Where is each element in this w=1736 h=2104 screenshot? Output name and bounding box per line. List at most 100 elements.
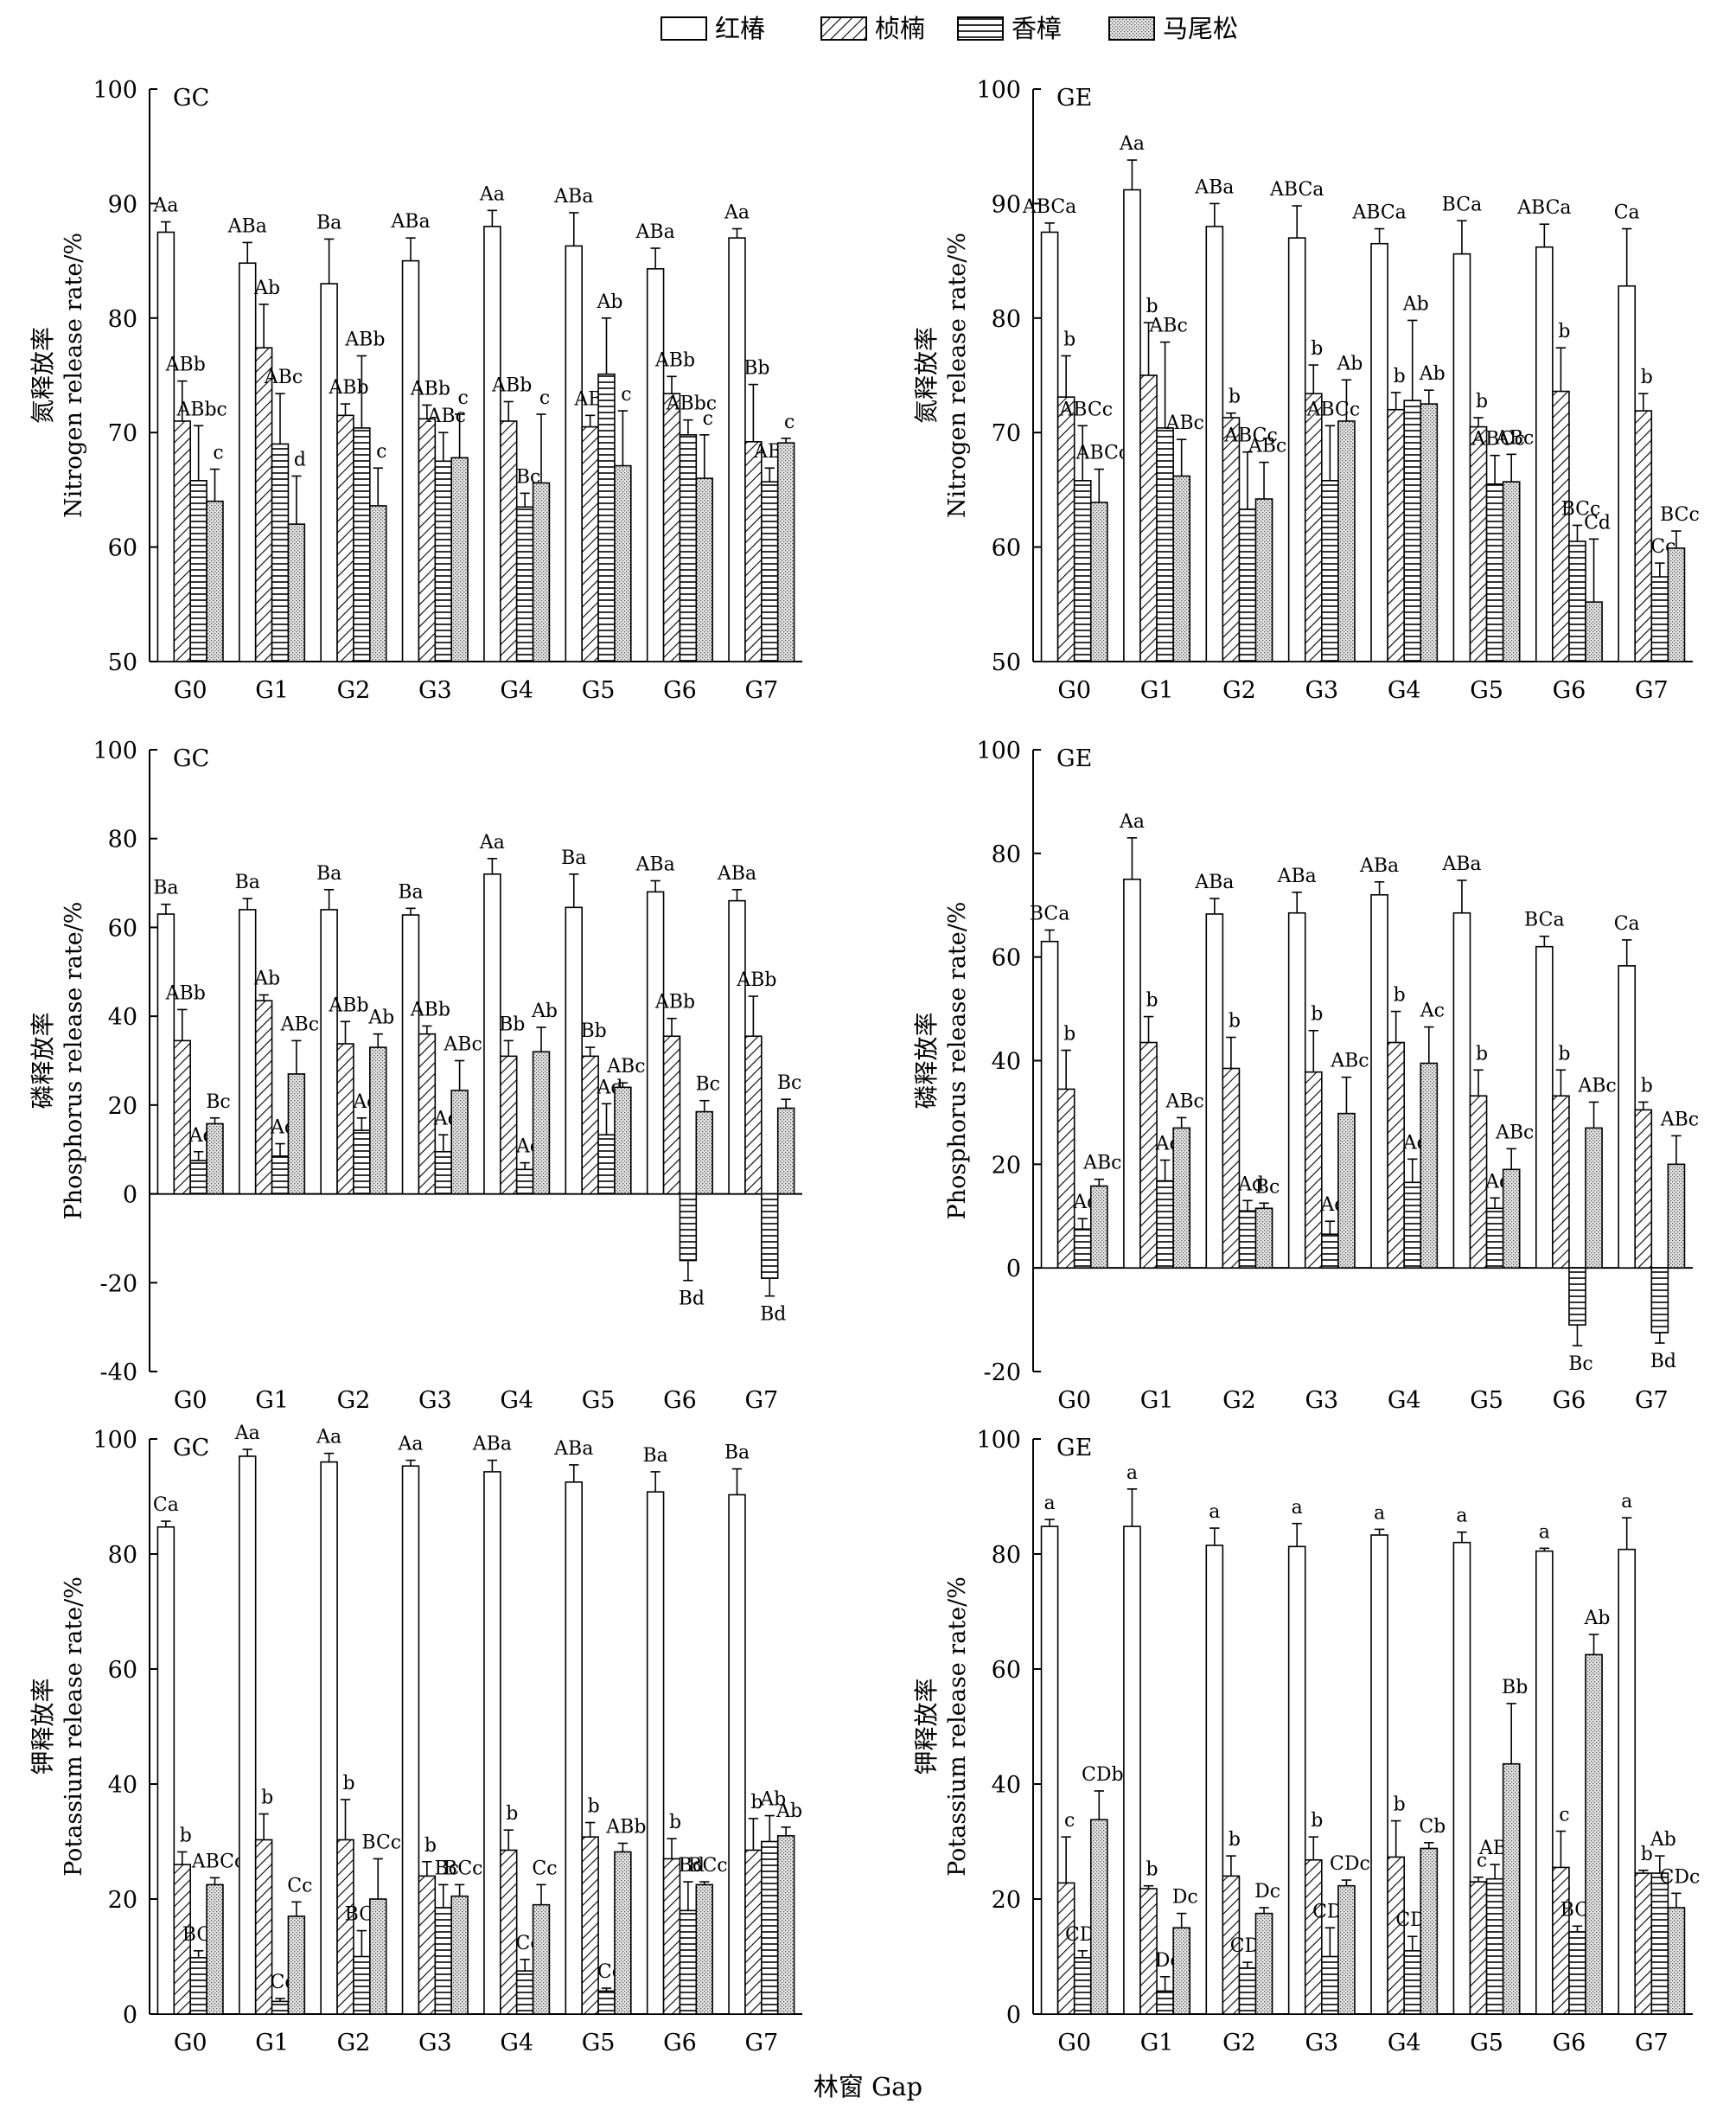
data-label: a bbox=[1456, 1506, 1467, 1527]
bar bbox=[1156, 427, 1174, 662]
data-label: ABb bbox=[410, 999, 450, 1020]
panel-label: GC bbox=[173, 745, 209, 772]
x-tick-label: G2 bbox=[1222, 2030, 1256, 2056]
bar bbox=[1420, 1847, 1439, 2015]
data-label: ABa bbox=[390, 211, 430, 233]
y-tick-label: 20 bbox=[108, 1093, 137, 1120]
bar bbox=[614, 1851, 632, 2015]
bar bbox=[1585, 1127, 1603, 1269]
x-tick-label: G7 bbox=[744, 2030, 778, 2056]
x-tick-label: G1 bbox=[1140, 1387, 1174, 1414]
data-label: ABc bbox=[1495, 1122, 1534, 1143]
data-label: c bbox=[539, 387, 550, 409]
bar bbox=[1650, 576, 1669, 662]
data-label: b bbox=[1146, 1859, 1158, 1881]
data-label: b bbox=[424, 1835, 437, 1857]
data-label: ABa bbox=[1194, 176, 1234, 198]
bar bbox=[1287, 1545, 1306, 2015]
legend-swatch-1 bbox=[661, 16, 707, 41]
bar bbox=[761, 481, 779, 662]
bar bbox=[1123, 189, 1141, 662]
data-label: c bbox=[1477, 1851, 1487, 1872]
bar bbox=[581, 1836, 599, 2015]
bar bbox=[1337, 420, 1356, 662]
bar bbox=[434, 1150, 452, 1195]
x-tick-label: G4 bbox=[500, 677, 533, 704]
data-label: ABb bbox=[344, 329, 385, 350]
bar bbox=[565, 906, 583, 1195]
bar bbox=[1403, 1181, 1422, 1269]
data-label: b bbox=[588, 1796, 600, 1818]
data-label: Ab bbox=[253, 278, 280, 299]
data-label: BCc bbox=[688, 1855, 728, 1877]
bar bbox=[646, 268, 665, 662]
y-tick-label: 0 bbox=[123, 1182, 137, 1209]
data-label: ABc bbox=[1165, 412, 1203, 434]
bar bbox=[597, 373, 616, 662]
panel-label: GE bbox=[1056, 85, 1092, 112]
y-tick-label: 100 bbox=[93, 1427, 137, 1454]
data-label: ABb bbox=[605, 1816, 646, 1838]
bar bbox=[695, 1110, 713, 1195]
bar bbox=[565, 245, 583, 662]
x-tick-label: G2 bbox=[1222, 1387, 1256, 1414]
bar bbox=[287, 1073, 306, 1195]
y-tick-label: -20 bbox=[984, 1359, 1021, 1386]
data-label: b bbox=[1229, 387, 1241, 408]
data-label: Ab bbox=[367, 1007, 394, 1029]
data-label: b bbox=[1641, 367, 1653, 388]
data-label: Aa bbox=[152, 195, 178, 217]
data-label: a bbox=[1126, 1462, 1138, 1484]
data-label: a bbox=[1292, 1497, 1303, 1519]
bar bbox=[1667, 547, 1686, 662]
x-tick-label: G6 bbox=[1553, 677, 1586, 704]
data-label: ABb bbox=[328, 377, 368, 399]
bar bbox=[1254, 1912, 1273, 2015]
y-tick-label: 100 bbox=[976, 738, 1021, 764]
y-tick-label: 60 bbox=[108, 535, 137, 562]
bar bbox=[646, 891, 665, 1195]
data-label: b bbox=[1229, 1011, 1241, 1033]
bar bbox=[1304, 393, 1323, 662]
data-label: b bbox=[1229, 1829, 1241, 1851]
data-label: Aa bbox=[724, 202, 750, 224]
y-tick-label: -40 bbox=[100, 1359, 137, 1386]
data-label: Cc bbox=[287, 1875, 312, 1896]
x-tick-label: G3 bbox=[1305, 2030, 1338, 2056]
data-label: Ba bbox=[561, 847, 586, 869]
bar bbox=[434, 460, 452, 662]
bar bbox=[271, 443, 290, 662]
data-label: b bbox=[180, 1825, 192, 1846]
bar bbox=[597, 1990, 616, 2015]
y-tick-label: 80 bbox=[108, 827, 137, 854]
x-tick-label: G0 bbox=[174, 1387, 207, 1414]
data-label: ABa bbox=[227, 215, 267, 237]
y-axis-title-cn: 磷释放率 bbox=[29, 1012, 57, 1109]
bar bbox=[287, 1915, 306, 2015]
data-label: ABc bbox=[443, 1034, 482, 1056]
bar bbox=[1139, 374, 1158, 662]
data-label: Bd bbox=[1650, 1351, 1676, 1372]
bar bbox=[1156, 1990, 1174, 2015]
bar bbox=[206, 500, 224, 662]
data-label: Bb bbox=[1502, 1677, 1528, 1698]
bar bbox=[1073, 1228, 1092, 1269]
data-label: ABc bbox=[280, 1014, 319, 1035]
y-tick-label: 80 bbox=[992, 1542, 1021, 1569]
bar bbox=[728, 1493, 746, 2015]
data-label: Ba bbox=[235, 872, 260, 893]
data-label: b bbox=[1394, 366, 1406, 387]
x-tick-label: G6 bbox=[663, 2030, 697, 2056]
data-label: BCc bbox=[1660, 504, 1700, 526]
data-label: b bbox=[1476, 391, 1488, 412]
bar bbox=[1172, 1927, 1191, 2015]
y-tick-label: 0 bbox=[1006, 2002, 1021, 2029]
bar bbox=[532, 482, 551, 662]
data-label: ABCc bbox=[1075, 443, 1129, 464]
y-axis-title-en: Potassium release rate/% bbox=[944, 1576, 971, 1877]
bar bbox=[353, 427, 371, 662]
bar bbox=[1056, 1882, 1075, 2015]
bar bbox=[1156, 1180, 1174, 1269]
bar bbox=[1552, 1866, 1570, 2015]
y-tick-label: 50 bbox=[992, 649, 1021, 676]
